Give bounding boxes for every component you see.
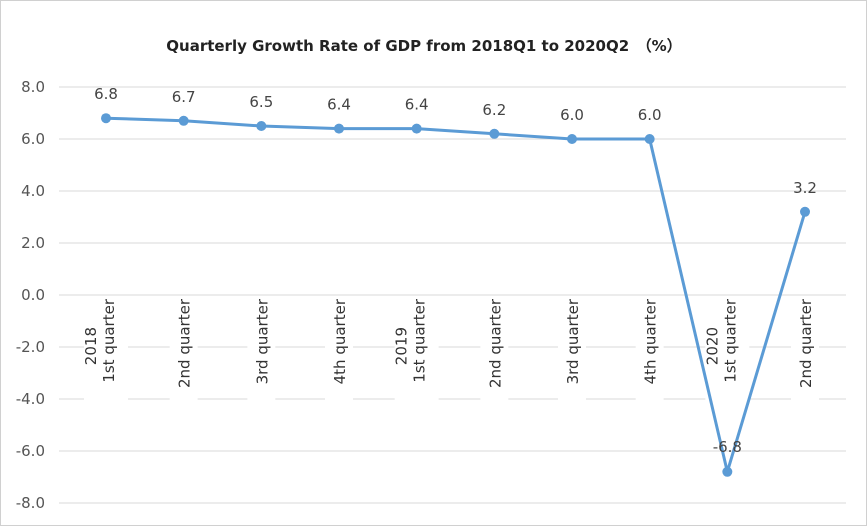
x-category: 3rd quarter <box>247 298 276 403</box>
y-tick-label: 4.0 <box>21 182 45 200</box>
x-quarter-label: 2nd quarter <box>176 298 194 388</box>
x-quarter-label: 1st quarter <box>100 298 118 383</box>
x-category: 4th quarter <box>635 298 664 403</box>
y-tick-label: 8.0 <box>21 78 45 96</box>
x-category: 2nd quarter <box>480 298 509 403</box>
x-quarter-label: 1st quarter <box>721 298 739 383</box>
data-label: 6.7 <box>172 88 196 106</box>
data-label: 6.0 <box>638 106 662 124</box>
data-labels: 6.8 6.7 6.5 6.4 6.4 6.2 6.0 6.0 -6.8 3.2 <box>94 85 817 456</box>
data-label: 6.4 <box>405 96 429 114</box>
data-label: 6.4 <box>327 96 351 114</box>
y-tick-label: 6.0 <box>21 130 45 148</box>
x-label-backdrop <box>394 299 439 403</box>
y-tick-label: 2.0 <box>21 234 45 252</box>
x-quarter-label: 1st quarter <box>411 298 429 383</box>
data-point <box>800 206 810 217</box>
x-quarter-label: 2nd quarter <box>486 298 504 388</box>
x-label-backdrop <box>247 299 276 403</box>
x-quarter-label: 2nd quarter <box>797 298 815 388</box>
data-label: 6.2 <box>482 101 506 119</box>
data-label: 6.8 <box>94 85 118 103</box>
data-label: -6.8 <box>713 438 742 456</box>
data-label: 3.2 <box>793 179 817 197</box>
data-point <box>722 466 733 477</box>
y-axis: 8.0 6.0 4.0 2.0 0.0 -2.0 -4.0 -6.0 -8.0 <box>16 78 45 512</box>
data-label: 6.0 <box>560 106 584 124</box>
x-label-backdrop <box>705 299 750 403</box>
x-quarter-label: 4th quarter <box>331 298 349 384</box>
x-label-backdrop <box>558 299 586 403</box>
y-tick-label: -6.0 <box>16 442 45 460</box>
x-label-backdrop <box>169 299 198 403</box>
x-quarter-label: 3rd quarter <box>253 298 271 384</box>
data-label: 6.5 <box>249 93 273 111</box>
chart-title: Quarterly Growth Rate of GDP from 2018Q1… <box>166 37 681 55</box>
data-point <box>489 128 500 139</box>
data-point <box>411 123 422 134</box>
x-quarter-label: 3rd quarter <box>564 298 582 384</box>
data-point <box>334 123 344 134</box>
x-label-backdrop <box>480 299 509 403</box>
x-category: 4th quarter <box>325 298 353 403</box>
y-tick-label: -8.0 <box>16 494 45 512</box>
x-label-backdrop <box>84 299 128 403</box>
x-label-backdrop <box>791 299 819 403</box>
data-point <box>178 115 189 126</box>
data-point <box>101 113 111 124</box>
x-label-backdrop <box>325 299 353 403</box>
x-year-label: 2019 <box>393 327 411 365</box>
data-point <box>567 134 577 144</box>
y-tick-label: -4.0 <box>16 390 45 408</box>
series-line <box>101 113 810 477</box>
data-point <box>256 121 267 131</box>
x-label-backdrop <box>635 299 664 403</box>
x-year-label: 2018 <box>82 327 100 365</box>
y-tick-label: 0.0 <box>21 286 45 304</box>
x-category: 3rd quarter <box>558 298 586 403</box>
y-tick-label: -2.0 <box>16 338 45 356</box>
data-point <box>644 134 655 144</box>
x-category: 2nd quarter <box>791 298 819 403</box>
x-category: 2nd quarter <box>169 298 198 403</box>
x-year-label: 2020 <box>703 327 721 365</box>
series-path <box>105 116 807 474</box>
x-quarter-label: 4th quarter <box>642 298 660 384</box>
